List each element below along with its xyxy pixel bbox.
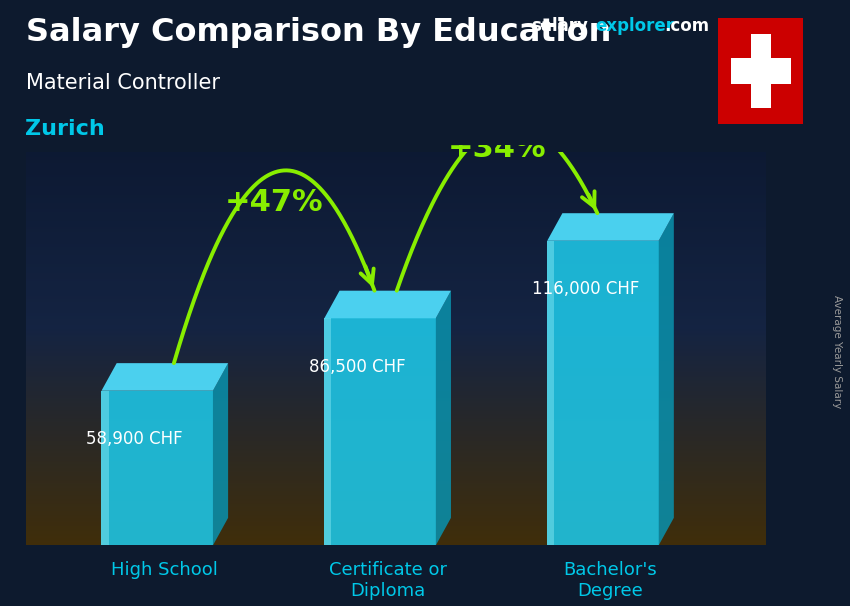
Polygon shape: [101, 391, 109, 545]
Text: High School: High School: [111, 561, 218, 579]
Polygon shape: [325, 318, 436, 545]
Polygon shape: [436, 291, 451, 545]
Bar: [731, 59, 790, 84]
Text: explorer: explorer: [595, 18, 674, 36]
Bar: [751, 34, 771, 108]
Polygon shape: [547, 213, 674, 241]
Text: salary: salary: [531, 18, 588, 36]
Text: Average Yearly Salary: Average Yearly Salary: [832, 295, 842, 408]
Text: 86,500 CHF: 86,500 CHF: [309, 358, 405, 376]
Text: .com: .com: [665, 18, 710, 36]
Polygon shape: [325, 291, 451, 318]
Text: Material Controller: Material Controller: [26, 73, 219, 93]
Text: 58,900 CHF: 58,900 CHF: [87, 430, 183, 448]
Polygon shape: [325, 318, 332, 545]
Text: Salary Comparison By Education: Salary Comparison By Education: [26, 18, 611, 48]
Text: Certificate or
Diploma: Certificate or Diploma: [329, 561, 446, 600]
Text: 116,000 CHF: 116,000 CHF: [532, 280, 639, 298]
Polygon shape: [547, 241, 554, 545]
Text: +34%: +34%: [448, 134, 547, 163]
Text: Bachelor's
Degree: Bachelor's Degree: [564, 561, 657, 600]
Polygon shape: [659, 213, 674, 545]
Polygon shape: [101, 391, 212, 545]
Text: +47%: +47%: [225, 187, 324, 216]
Polygon shape: [547, 241, 659, 545]
Polygon shape: [212, 363, 228, 545]
Text: Zurich: Zurich: [26, 119, 105, 139]
Polygon shape: [101, 363, 228, 391]
